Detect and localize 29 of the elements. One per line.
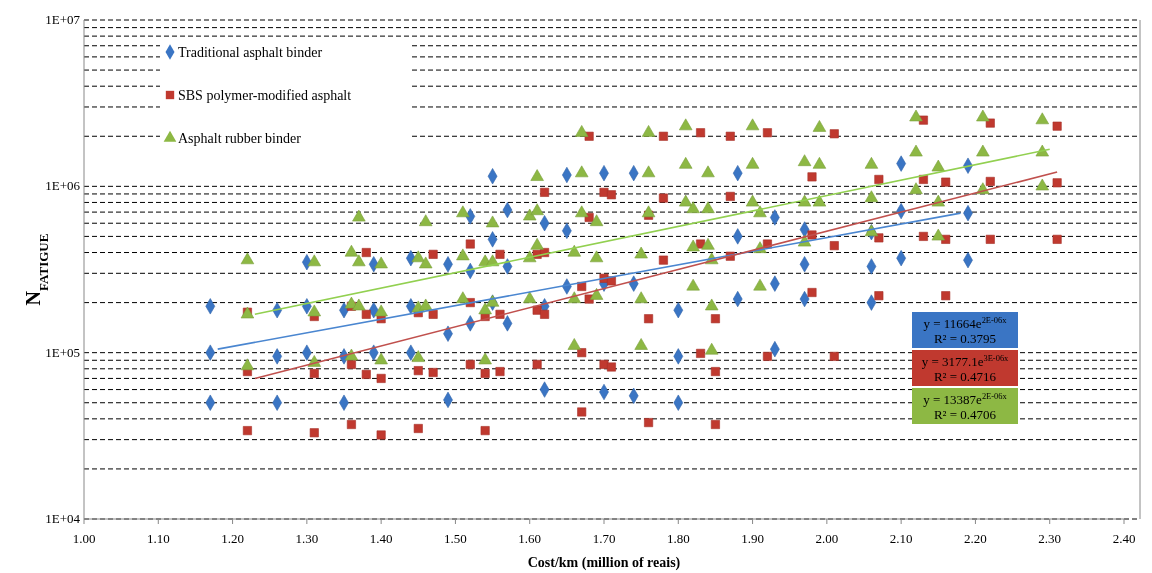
y-tick-label: 1E+06 (45, 178, 81, 194)
x-tick-label: 1.30 (295, 531, 319, 546)
annotation: y = 3177.1e$^{3E-06x}$ (921, 353, 1010, 369)
x-tick-label: 2.30 (1038, 531, 1062, 546)
x-tick-label: 2.20 (964, 531, 987, 546)
x-tick-label: 1.80 (666, 531, 690, 546)
y-tick-label: 1E+04 (45, 511, 81, 526)
x-tick-label: 1.00 (72, 531, 96, 546)
x-axis-title: Cost/km (million of reais) (527, 555, 681, 571)
legend-label: Asphalt rubber binder (178, 131, 302, 146)
x-tick-label: 1.50 (444, 531, 467, 546)
annotation: R² = 0.3795 (933, 331, 997, 346)
x-tick-label: 1.60 (518, 531, 542, 546)
x-tick-label: 1.10 (146, 531, 170, 546)
legend-label: SBS polymer-modified asphalt (178, 88, 352, 103)
legend-label: Traditional asphalt binder (178, 45, 323, 60)
x-tick-label: 2.40 (1112, 531, 1136, 546)
x-tick-label: 2.00 (815, 531, 839, 546)
annotation: y = 11664e$^{2E-06x}$ (923, 315, 1008, 331)
x-tick-label: 1.20 (221, 531, 244, 546)
x-tick-label: 1.40 (369, 531, 393, 546)
y-tick-label: 1E+05 (45, 344, 80, 360)
x-tick-label: 1.70 (592, 531, 616, 546)
x-tick-label: 2.10 (889, 531, 913, 546)
annotation: R² = 0.4706 (933, 407, 997, 422)
annotation: y = 13387e$^{2E-06x}$ (923, 391, 1008, 407)
annotation: R² = 0.4716 (933, 369, 997, 384)
x-tick-label: 1.90 (741, 531, 764, 546)
y-tick-label: 1E+07 (45, 12, 81, 27)
